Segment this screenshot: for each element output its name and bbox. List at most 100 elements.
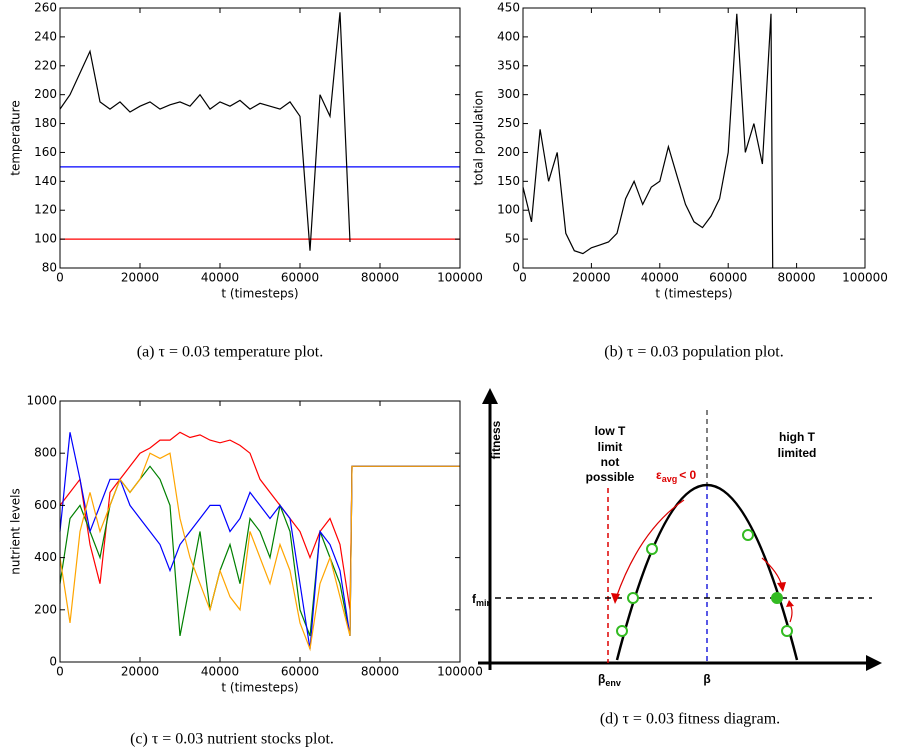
symbol: ε [656, 468, 662, 482]
arrow-head [866, 655, 882, 671]
y-axis-label: total population [472, 90, 486, 185]
fitness-diagram [478, 388, 882, 671]
y-tick-label: 50 [505, 232, 520, 246]
y-axis-label: nutrient levels [9, 488, 23, 574]
region-label: limited [778, 446, 817, 460]
y-tick-label: 450 [497, 1, 520, 15]
line-chart: 0 50 100 150 200 250 300 350 400 450 0 20000 40000 60… [472, 1, 888, 361]
x-axis-label: t (timesteps) [221, 681, 298, 695]
arrow-head [482, 388, 498, 404]
x-axis-label: t (timesteps) [221, 287, 298, 301]
subscript: min [476, 598, 492, 608]
region-label: low T [595, 424, 626, 438]
series-line [59, 431, 460, 610]
caption: (c) τ = 0.03 nutrient stocks plot. [130, 731, 334, 748]
symbol: β [598, 672, 605, 686]
y-tick-label: 260 [34, 1, 57, 15]
diagram-labels: fitness low T limit not possible high T … [472, 420, 816, 727]
diagram-y-label: fitness [489, 420, 503, 459]
beta-env-label: βenv [598, 672, 621, 688]
fitness-curve [615, 483, 799, 661]
y-tick-label: 120 [34, 203, 57, 217]
plot-frame [59, 400, 461, 663]
x-tick-label: 40000 [201, 271, 239, 285]
y-tick-label: 200 [34, 87, 57, 101]
region-label: not [601, 455, 620, 469]
fmin-label: fmin [472, 592, 492, 608]
series-line [522, 13, 774, 269]
state-dot [742, 529, 754, 541]
series-line [59, 432, 460, 650]
y-tick-label: 150 [497, 174, 520, 188]
y-tick-label: 200 [497, 145, 520, 159]
region-label: high T [779, 430, 816, 444]
y-tick-label: 140 [34, 174, 57, 188]
arrow [789, 603, 793, 623]
arrow-head [777, 582, 786, 592]
x-tick-label: 0 [56, 665, 64, 679]
x-tick-label: 60000 [281, 271, 319, 285]
plot-frame [59, 7, 461, 269]
series-line [59, 452, 460, 652]
beta-label: β [703, 672, 710, 686]
y-tick-label: 600 [34, 498, 57, 512]
y-tick-label: 180 [34, 116, 57, 130]
x-tick-label: 100000 [437, 665, 483, 679]
y-tick-label: 80 [42, 261, 57, 275]
caption: (a) τ = 0.03 temperature plot. [137, 344, 324, 361]
y-tick-label: 160 [34, 145, 57, 159]
state-dot [627, 592, 639, 604]
y-tick-label: 300 [497, 87, 520, 101]
x-tick-label: 100000 [842, 271, 888, 285]
subscript: avg [662, 474, 678, 484]
caption: (d) τ = 0.03 fitness diagram. [600, 711, 780, 728]
region-label: limit [598, 440, 623, 454]
state-dot [781, 625, 793, 637]
y-tick-label: 0 [512, 261, 520, 275]
x-axis-label: t (timesteps) [655, 287, 732, 301]
arrow [615, 499, 685, 599]
arrow-head [611, 593, 620, 604]
x-tick-label: 20000 [121, 665, 159, 679]
arrow-head [786, 600, 794, 607]
x-tick-label: 20000 [572, 271, 610, 285]
y-tick-label: 400 [34, 550, 57, 564]
caption: (b) τ = 0.03 population plot. [604, 344, 783, 361]
x-tick-label: 100000 [437, 271, 483, 285]
y-tick-label: 400 [497, 29, 520, 43]
stable-dot [771, 592, 783, 604]
arrow [761, 557, 783, 587]
series-line [59, 12, 351, 251]
plot-frame [522, 7, 866, 269]
line-chart: 0 200 400 600 800 1000 0 20000 40000 60000 80000 10… [9, 394, 483, 748]
y-tick-label: 200 [34, 602, 57, 616]
relation: < 0 [679, 468, 696, 482]
state-dot [646, 543, 658, 555]
symbol: f [472, 592, 477, 606]
x-tick-label: 40000 [641, 271, 679, 285]
x-tick-label: 0 [519, 271, 527, 285]
x-tick-label: 20000 [121, 271, 159, 285]
x-tick-label: 80000 [778, 271, 816, 285]
epsilon-label: εavg < 0 [656, 468, 697, 484]
y-tick-label: 100 [497, 203, 520, 217]
series-line [59, 465, 460, 637]
y-tick-label: 220 [34, 58, 57, 72]
y-tick-label: 800 [34, 446, 57, 460]
x-tick-label: 80000 [361, 665, 399, 679]
x-tick-label: 0 [56, 271, 64, 285]
y-tick-label: 240 [34, 29, 57, 43]
x-tick-label: 40000 [201, 665, 239, 679]
state-dot [616, 625, 628, 637]
y-tick-label: 0 [49, 655, 57, 669]
y-axis-label: temperature [9, 100, 23, 175]
y-tick-label: 100 [34, 232, 57, 246]
y-tick-label: 1000 [26, 394, 57, 408]
line-chart: 80 100 120 140 160 180 200 220 240 260 0 20000 40000… [9, 1, 483, 361]
y-tick-label: 350 [497, 58, 520, 72]
x-tick-label: 60000 [281, 665, 319, 679]
subscript: env [605, 678, 621, 688]
x-tick-label: 80000 [361, 271, 399, 285]
region-label: possible [586, 470, 635, 484]
